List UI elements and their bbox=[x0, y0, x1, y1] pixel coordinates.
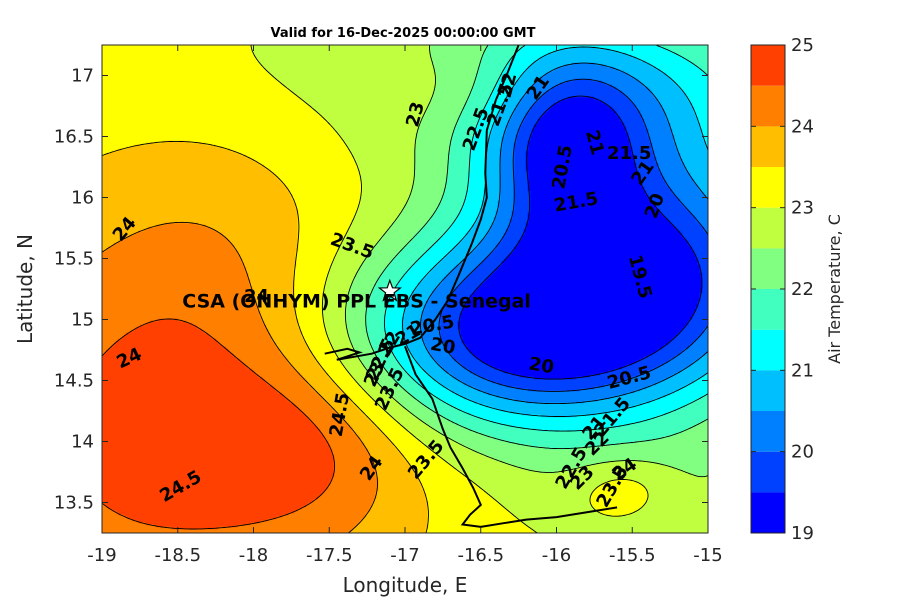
x-tick-label: -16.5 bbox=[457, 545, 504, 566]
x-tick-label: -18.5 bbox=[154, 545, 201, 566]
contour-line-19-5 bbox=[458, 95, 703, 380]
coastline bbox=[324, 45, 618, 528]
y-tick-label: 17 bbox=[71, 66, 94, 87]
contour-label: 24 bbox=[244, 286, 269, 307]
colorbar-swatch bbox=[751, 207, 785, 249]
colorbar-swatch bbox=[751, 329, 785, 371]
x-tick-label: -16 bbox=[542, 545, 571, 566]
contour-label: 21.5 bbox=[607, 143, 651, 164]
y-tick-label: 16 bbox=[71, 188, 94, 209]
coastline-north bbox=[324, 45, 520, 361]
y-tick-label: 14 bbox=[71, 432, 94, 453]
x-tick-label: -15 bbox=[693, 545, 722, 566]
y-tick-label: 15 bbox=[71, 310, 94, 331]
contour-line-22-5 bbox=[344, 45, 708, 478]
contour-line-21-5 bbox=[383, 45, 708, 432]
colorbar-swatch bbox=[751, 451, 785, 493]
colorbar-swatch bbox=[751, 289, 785, 330]
colorbar-tick-label: 19 bbox=[791, 523, 814, 544]
colorbar-swatch bbox=[751, 370, 785, 411]
y-tick-label: 15.5 bbox=[54, 249, 94, 270]
colorbar-tick-label: 25 bbox=[791, 35, 814, 56]
y-axis-label: Latitude, N bbox=[13, 234, 37, 344]
coastline-south bbox=[404, 345, 618, 528]
colorbar-swatch bbox=[751, 492, 785, 533]
chart-title: Valid for 16-Dec-2025 00:00:00 GMT bbox=[271, 26, 536, 41]
site-star-marker bbox=[377, 278, 402, 302]
contour-line-21 bbox=[402, 46, 708, 417]
colorbar-tick-label: 24 bbox=[791, 116, 814, 137]
contour-line-22 bbox=[365, 45, 708, 450]
colorbar-tick-label: 21 bbox=[791, 360, 814, 381]
site-label: CSA (ONHYM) PPL EBS - Senegal bbox=[182, 290, 531, 312]
site-marker-group: CSA (ONHYM) PPL EBS - Senegal bbox=[182, 278, 531, 312]
x-axis-label: Longitude, E bbox=[343, 573, 468, 597]
colorbar-swatch bbox=[751, 126, 785, 167]
contour-label: 20 bbox=[429, 334, 457, 359]
y-axis: 13.5 14 14.5 15 15.5 16 16.5 17 bbox=[54, 66, 708, 514]
colorbar-swatch bbox=[751, 85, 785, 127]
colorbar-tick-label: 20 bbox=[791, 442, 814, 463]
y-tick-label: 13.5 bbox=[54, 493, 94, 514]
contour-lines bbox=[102, 45, 708, 533]
contour-line-23 bbox=[250, 45, 649, 533]
contour-line-20 bbox=[438, 78, 708, 392]
x-tick-label: -17.5 bbox=[306, 545, 353, 566]
contour-line-24-5 bbox=[102, 318, 336, 530]
temperature-field-image bbox=[102, 45, 708, 533]
colorbar: 19 20 21 22 23 24 25 bbox=[750, 35, 814, 544]
colorbar-swatch bbox=[751, 248, 785, 289]
y-tick-label: 16.5 bbox=[54, 127, 94, 148]
x-axis: -19 -18.5 -18 -17.5 -17 -16.5 -16 -15.5 -15 bbox=[87, 45, 723, 566]
colorbar-swatch bbox=[751, 411, 785, 452]
colorbar-tick-label: 22 bbox=[791, 279, 814, 300]
x-tick-label: -19 bbox=[87, 545, 116, 566]
x-tick-label: -15.5 bbox=[609, 545, 656, 566]
contour-line-24 bbox=[102, 221, 378, 533]
x-tick-label: -17 bbox=[390, 545, 419, 566]
y-tick-label: 14.5 bbox=[54, 371, 94, 392]
contour-line-23-5 bbox=[102, 140, 429, 533]
colorbar-label: Air Temperature, C bbox=[825, 214, 844, 364]
colorbar-swatch bbox=[751, 167, 785, 208]
x-tick-label: -18 bbox=[239, 545, 268, 566]
colorbar-tick-label: 23 bbox=[791, 198, 814, 219]
colorbar-swatch bbox=[751, 45, 785, 86]
contour-label: 20 bbox=[527, 353, 555, 378]
contour-line-20-5 bbox=[420, 62, 708, 405]
